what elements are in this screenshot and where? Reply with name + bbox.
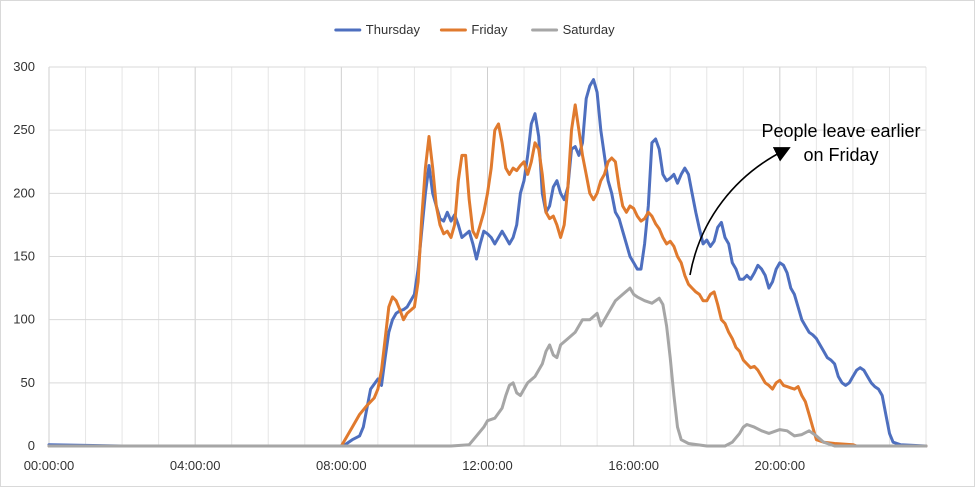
x-tick-label: 00:00:00 [24, 458, 75, 473]
annotation: People leave earlier on Friday [689, 121, 921, 276]
legend-label-friday: Friday [471, 22, 508, 37]
x-axis-ticks: 00:00:00 04:00:00 08:00:00 12:00:00 16:00:00… [24, 458, 805, 473]
y-axis-ticks: 0 50 100 150 200 250 300 [13, 59, 35, 453]
annotation-line-2: on Friday [803, 145, 878, 165]
y-tick-label: 200 [13, 185, 35, 200]
x-tick-label: 20:00:00 [755, 458, 806, 473]
annotation-line-1: People leave earlier [761, 121, 920, 141]
x-tick-label: 08:00:00 [316, 458, 367, 473]
series-lines [47, 78, 928, 448]
y-tick-label: 100 [13, 312, 35, 327]
y-tick-label: 150 [13, 249, 35, 264]
series-line-saturday [47, 286, 928, 448]
y-tick-label: 250 [13, 122, 35, 137]
annotation-arrow [689, 147, 791, 276]
x-tick-label: 16:00:00 [608, 458, 659, 473]
gridlines [48, 66, 927, 447]
x-tick-label: 04:00:00 [170, 458, 221, 473]
y-tick-label: 300 [13, 59, 35, 74]
legend-label-saturday: Saturday [563, 22, 616, 37]
x-tick-label: 12:00:00 [462, 458, 513, 473]
legend: Thursday Friday Saturday [334, 22, 616, 37]
legend-label-thursday: Thursday [366, 22, 421, 37]
y-tick-label: 0 [28, 438, 35, 453]
y-tick-label: 50 [21, 375, 35, 390]
series-line-friday [47, 103, 928, 448]
